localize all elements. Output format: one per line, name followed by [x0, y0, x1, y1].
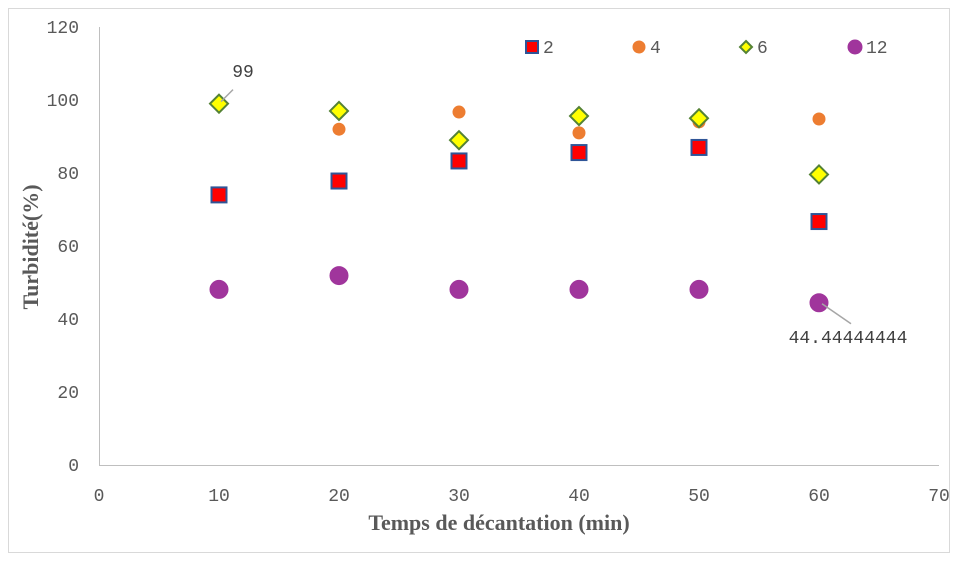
x-tick-label: 30 [448, 487, 470, 507]
legend-marker-2 [525, 40, 539, 54]
data-point-series-6 [568, 105, 590, 127]
x-tick-label: 70 [928, 487, 950, 507]
annotation-label: 44.44444444 [789, 329, 908, 349]
y-axis-title: Turbidité(%) [18, 184, 43, 309]
data-point-series-2 [330, 172, 348, 190]
y-tick-label: 60 [57, 238, 79, 258]
y-tick-label: 80 [57, 165, 79, 185]
data-point-series-4 [812, 112, 826, 126]
legend-label-2: 2 [543, 39, 554, 59]
data-point-series-12 [809, 293, 829, 313]
y-tick-label: 0 [68, 457, 79, 477]
data-point-series-12 [689, 279, 709, 299]
legend-label-4: 4 [650, 39, 661, 59]
x-tick-label: 0 [94, 487, 105, 507]
annotation-label: 99 [232, 63, 254, 83]
data-point-series-12 [569, 279, 589, 299]
annotation-leader-line [821, 303, 852, 325]
y-tick-label: 100 [47, 92, 79, 112]
data-point-series-2 [690, 138, 708, 156]
legend-label-6: 6 [757, 39, 768, 59]
data-point-series-6 [448, 129, 470, 151]
x-tick-label: 50 [688, 487, 710, 507]
x-tick-label: 40 [568, 487, 590, 507]
data-point-series-2 [450, 152, 468, 170]
data-point-series-2 [210, 186, 228, 204]
legend-label-12: 12 [866, 39, 888, 59]
annotation-leader-line [220, 89, 234, 103]
chart-border [8, 8, 950, 553]
data-point-series-6 [688, 107, 710, 129]
data-point-series-2 [570, 144, 588, 162]
y-tick-label: 40 [57, 311, 79, 331]
x-tick-label: 20 [328, 487, 350, 507]
data-point-series-12 [449, 279, 469, 299]
data-point-series-6 [808, 164, 830, 185]
data-point-series-4 [332, 122, 346, 136]
data-point-series-12 [209, 279, 229, 299]
x-axis-title: Temps de décantation (min) [368, 510, 629, 535]
legend-marker-6 [738, 39, 754, 55]
y-tick-label: 20 [57, 384, 79, 404]
x-tick-label: 60 [808, 487, 830, 507]
x-tick-label: 10 [208, 487, 230, 507]
data-point-series-2 [810, 213, 828, 231]
legend-marker-4 [632, 40, 646, 54]
legend-marker-12 [847, 39, 863, 55]
data-point-series-12 [329, 266, 349, 286]
y-tick-label: 120 [47, 19, 79, 39]
data-point-series-6 [328, 100, 350, 122]
data-point-series-4 [452, 105, 466, 119]
data-point-series-4 [572, 126, 586, 140]
